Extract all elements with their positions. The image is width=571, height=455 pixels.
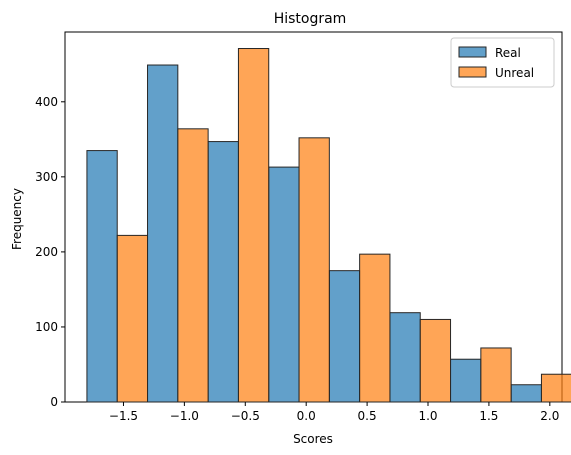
- bar-unreal-5: [420, 319, 450, 402]
- x-tick-label: 0.5: [358, 409, 377, 423]
- y-axis: 0 100 200 300 400: [35, 95, 65, 409]
- bar-real-1: [148, 65, 178, 402]
- bar-real-3: [269, 167, 299, 402]
- legend: Real Unreal: [451, 38, 554, 87]
- x-tick-label: 0.0: [297, 409, 316, 423]
- bar-real-2: [208, 142, 238, 402]
- bar-unreal-1: [178, 129, 208, 402]
- bar-unreal-0: [117, 235, 147, 402]
- bar-real-4: [329, 271, 359, 402]
- x-tick-label: −1.5: [109, 409, 138, 423]
- legend-swatch-unreal: [459, 67, 486, 77]
- x-tick-label: 2.0: [540, 409, 559, 423]
- chart-title: Histogram: [274, 11, 347, 27]
- y-tick-label: 300: [35, 170, 58, 184]
- x-tick-label: 1.0: [418, 409, 437, 423]
- bar-unreal-7: [541, 374, 571, 402]
- x-tick-label: −1.0: [170, 409, 199, 423]
- bars: [87, 49, 571, 402]
- y-tick-label: 200: [35, 245, 58, 259]
- bar-unreal-3: [299, 138, 329, 402]
- bar-real-5: [390, 313, 420, 402]
- x-axis: −1.5 −1.0 −0.5 0.0 0.5 1.0 1.5 2.0: [109, 402, 559, 423]
- bar-real-7: [511, 385, 541, 402]
- y-tick-label: 0: [50, 395, 58, 409]
- y-tick-label: 400: [35, 95, 58, 109]
- bar-real-6: [451, 359, 481, 402]
- bar-unreal-2: [238, 49, 268, 402]
- y-tick-label: 100: [35, 320, 58, 334]
- bar-unreal-6: [481, 348, 511, 402]
- x-tick-label: 1.5: [479, 409, 498, 423]
- x-tick-label: −0.5: [231, 409, 260, 423]
- legend-label-unreal: Unreal: [495, 66, 534, 80]
- x-axis-label: Scores: [293, 432, 333, 446]
- y-axis-label: Frequency: [10, 188, 24, 250]
- bar-real-0: [87, 151, 117, 402]
- legend-swatch-real: [459, 47, 486, 57]
- bar-unreal-4: [360, 254, 390, 402]
- legend-label-real: Real: [495, 46, 521, 60]
